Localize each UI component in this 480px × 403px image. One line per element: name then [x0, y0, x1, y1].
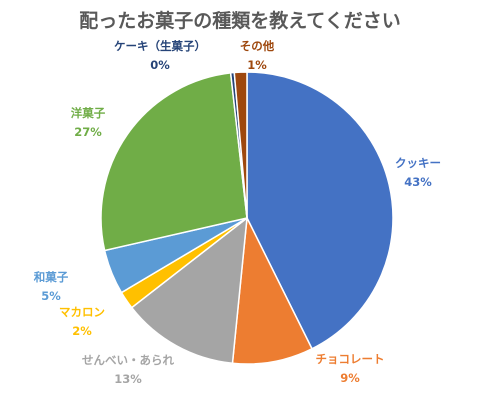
slice-percent-label: 9% [340, 371, 360, 385]
slice-name-label: チョコレート [316, 352, 385, 366]
slice-name-label: ケーキ（生菓子） [114, 39, 206, 53]
slice-percent-label: 43% [404, 175, 432, 189]
slice-percent-label: 2% [72, 324, 92, 338]
pie-slice-6 [100, 72, 248, 252]
pie-slices [100, 71, 394, 365]
slice-percent-label: 27% [74, 125, 102, 139]
slice-percent-label: 0% [150, 58, 170, 72]
pie-slice-8 [233, 71, 248, 219]
pie-slice-2 [231, 215, 313, 365]
slice-name-label: 洋菓子 [71, 106, 106, 120]
slice-percent-label: 13% [114, 372, 142, 386]
slice-name-label: クッキー [395, 156, 441, 170]
pie-slice-1 [246, 71, 394, 350]
slice-percent-label: 1% [247, 58, 267, 72]
slice-name-label: 和菓子 [34, 270, 69, 284]
slice-labels: クッキー 43% チョコレート 9% せんべい・あられ 13% マカロン 2% 和菓子 5% 洋菓子… [34, 39, 441, 386]
pie-slice-3 [130, 216, 248, 365]
slice-name-label: その他 [240, 39, 275, 53]
chart-title: 配ったお菓子の種類を教えてください [79, 9, 400, 32]
slice-name-label: マカロン [59, 305, 105, 319]
slice-percent-label: 5% [41, 289, 61, 303]
slice-name-label: せんべい・あられ [82, 353, 174, 367]
